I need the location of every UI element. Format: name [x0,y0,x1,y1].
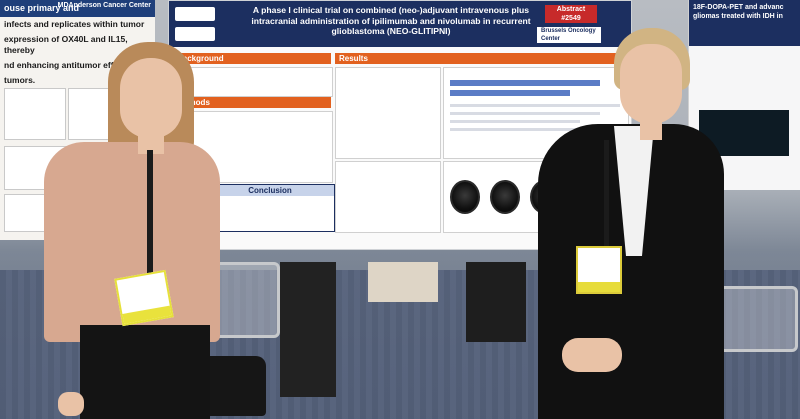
abstract-number: #2549 [561,15,581,22]
abstract-badge: Abstract #2549 [545,5,597,23]
name-badge [114,269,174,327]
conclusion-box: Conclusion [205,184,335,232]
woman-left-hand [58,392,84,416]
results-table-2 [335,161,441,233]
backpack [200,356,266,416]
left-poster-line-0: ouse primary and [4,3,80,13]
mri-scan [450,180,480,214]
methods-header: Methods [173,97,331,108]
mdanderson-logo: MDAnderson Cancer Center [57,2,151,9]
results-table [335,67,441,159]
plot-row [450,120,580,123]
left-poster-figure [4,88,66,140]
right-poster-title: 18F-DOPA-PET and advanc gliomas treated … [689,0,800,46]
woman-left-pants [80,325,210,419]
main-poster-title-bar: A phase I clinical trial on combined (ne… [169,1,631,47]
background-header: Background [173,53,331,64]
conclusion-header: Conclusion [206,185,334,196]
plot-row [450,128,610,131]
plot-row [450,104,620,107]
woman-left-face [120,58,182,138]
woman-right-face [620,44,682,124]
woman-right-hands [562,338,622,372]
abstract-label: Abstract [556,6,586,13]
background-text-block [173,67,333,97]
left-poster-line-1: infects and replicates within tumor [4,19,145,29]
left-poster-header: ouse primary and MDAnderson Cancer Cente… [0,0,155,17]
plot-bar [450,80,600,86]
name-badge [576,246,622,294]
left-poster-line-4: tumors. [4,75,36,85]
chair [212,262,280,338]
results-header: Results [335,53,633,64]
lanyard [147,150,153,290]
left-poster-line-2: expression of OX40L and IL15, thereby [4,34,128,55]
main-poster-title: A phase I clinical trial on combined (ne… [251,5,531,36]
lanyard [604,140,609,250]
mri-scan [490,180,520,214]
plot-row [450,112,600,115]
background-person [280,262,336,397]
background-person [466,262,526,342]
institution-logo [175,7,215,21]
institution-logo [175,27,215,41]
background-person [368,262,438,302]
brussels-oncology-logo: Brussels Oncology Center [537,27,601,43]
plot-bar [450,90,570,96]
left-poster-line-3: nd enhancing antitumor efficacy [4,60,135,70]
